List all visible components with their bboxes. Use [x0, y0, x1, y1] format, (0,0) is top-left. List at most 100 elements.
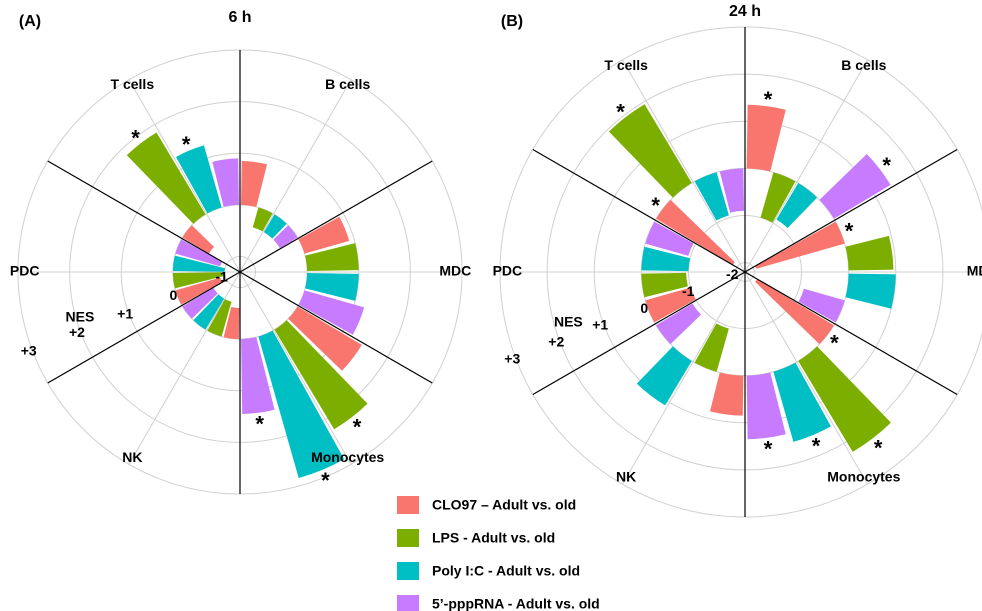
bar — [755, 221, 845, 269]
bar — [274, 320, 368, 430]
bar — [641, 272, 688, 298]
bar — [172, 272, 225, 289]
significance-marker: * — [764, 87, 773, 112]
bar — [252, 207, 273, 232]
significance-marker: * — [874, 435, 883, 460]
sector-line — [532, 271, 746, 396]
category-label: PDC — [10, 263, 40, 279]
category-label: B cells — [325, 76, 370, 92]
bar — [656, 199, 735, 265]
bar — [656, 303, 702, 345]
bar — [694, 172, 729, 221]
bar — [760, 172, 796, 223]
r-tick-label: +2 — [69, 324, 85, 340]
legend-label: CLO97 – Adult vs. old — [432, 497, 576, 513]
sector-line — [532, 148, 746, 273]
sector-line — [47, 160, 241, 273]
category-label: Monocytes — [311, 449, 384, 465]
r-tick-label: +2 — [548, 334, 564, 350]
bar — [755, 279, 834, 345]
r-tick-label: 0 — [640, 300, 648, 316]
bar — [694, 323, 729, 372]
category-label: Monocytes — [827, 469, 900, 485]
bar — [709, 372, 744, 416]
axis-label: NES — [554, 313, 583, 329]
category-label: T cells — [604, 57, 648, 73]
r-tick-label: +1 — [592, 317, 608, 333]
legend-label: Poly I:C - Adult vs. old — [432, 563, 580, 579]
sector-line — [744, 271, 958, 396]
bar — [608, 104, 692, 198]
bar — [175, 145, 222, 214]
significance-marker: * — [182, 132, 191, 157]
bar — [298, 290, 365, 335]
panel-title: 6 h — [228, 9, 251, 26]
radial-grid — [239, 79, 352, 273]
bar — [241, 337, 275, 414]
r-tick-label: +1 — [117, 305, 133, 321]
bar — [263, 214, 287, 239]
significance-marker: * — [255, 411, 264, 436]
bar — [305, 243, 359, 271]
significance-marker: * — [830, 330, 839, 355]
bar — [182, 287, 218, 319]
panel-label: (B) — [501, 13, 523, 30]
legend-swatch — [397, 529, 419, 547]
bar — [175, 277, 222, 305]
bar — [798, 288, 845, 323]
bar — [172, 255, 225, 272]
radial-grid — [622, 59, 746, 273]
sector-line — [744, 148, 958, 273]
radial-grid — [128, 79, 241, 273]
bar — [288, 306, 362, 371]
bar — [798, 346, 891, 452]
sector-line — [239, 271, 433, 384]
bar — [776, 183, 818, 229]
significance-marker: * — [131, 126, 140, 151]
radial-grid — [128, 271, 241, 465]
bar — [719, 168, 745, 213]
category-label: T cells — [111, 76, 155, 92]
bar — [126, 132, 206, 224]
bar — [175, 239, 222, 267]
axis-label: NES — [66, 309, 95, 325]
radial-grid — [744, 271, 868, 485]
radial-grid — [239, 271, 352, 465]
legend-swatch — [397, 496, 419, 514]
bar — [258, 330, 345, 479]
significance-marker: * — [321, 468, 330, 493]
significance-marker: * — [845, 219, 854, 244]
r-tick-label: -2 — [726, 266, 739, 282]
bar — [845, 273, 896, 309]
category-label: NK — [122, 449, 142, 465]
r-tick-label: 0 — [169, 287, 177, 303]
legend-label: 5’-pppRNA - Adult vs. old — [432, 596, 600, 611]
category-label: MDC — [967, 263, 982, 279]
significance-marker: * — [353, 414, 362, 439]
bar — [298, 216, 350, 254]
bar — [305, 273, 359, 301]
panel-title: 24 h — [729, 3, 761, 20]
category-label: NK — [616, 469, 636, 485]
bar — [641, 246, 691, 272]
sector-line — [47, 271, 241, 384]
significance-marker: * — [882, 153, 891, 178]
bar — [773, 362, 831, 442]
r-tick-label: -1 — [682, 283, 695, 299]
bar — [223, 307, 240, 340]
radial-grid — [622, 271, 746, 485]
bar — [819, 153, 891, 219]
significance-marker: * — [616, 100, 625, 125]
bar — [182, 225, 215, 254]
bar — [212, 158, 239, 207]
bar — [273, 225, 298, 249]
r-tick-label: -1 — [215, 268, 228, 284]
bar — [645, 287, 696, 323]
significance-marker: * — [812, 433, 821, 458]
significance-marker: * — [764, 437, 773, 462]
bar — [207, 299, 232, 337]
significance-marker: * — [651, 193, 660, 218]
sector-line — [239, 160, 433, 273]
radial-grid — [744, 59, 868, 273]
